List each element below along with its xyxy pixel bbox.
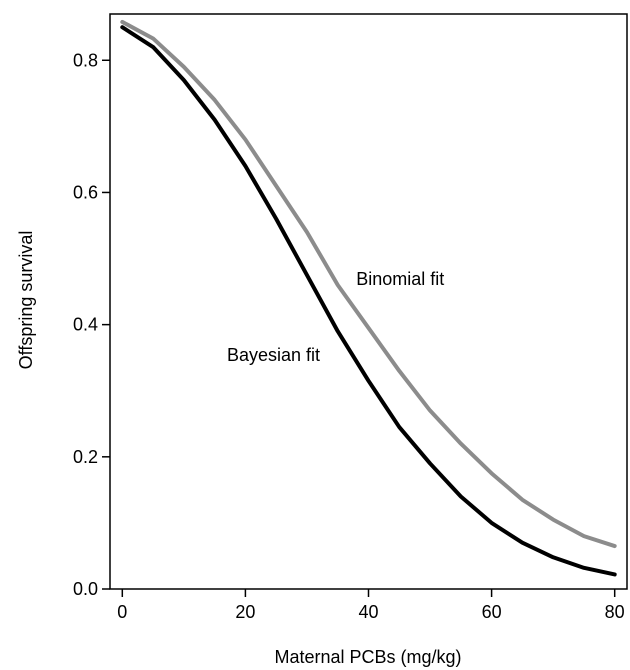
y-tick-label: 0.0: [73, 579, 98, 599]
y-tick-label: 0.6: [73, 182, 98, 202]
series-label-0: Binomial fit: [356, 269, 444, 289]
y-axis: 0.0 0.2 0.4 0.6 0.8: [73, 50, 110, 599]
plot-frame: [109, 13, 628, 590]
x-axis: 0 20 40 60 80: [117, 589, 625, 622]
x-tick-label: 60: [482, 602, 502, 622]
y-tick-label: 0.4: [73, 315, 98, 335]
series-layer: Binomial fit Bayesian fit: [120, 19, 617, 577]
y-tick-label: 0.2: [73, 447, 98, 467]
x-tick-label: 80: [605, 602, 625, 622]
y-axis-title: Offspring survival: [16, 231, 36, 370]
y-tick-label: 0.8: [73, 50, 98, 70]
x-axis-title: Maternal PCBs (mg/kg): [274, 647, 461, 667]
x-tick-label: 40: [358, 602, 378, 622]
series-line-1: [120, 25, 617, 577]
series-label-1: Bayesian fit: [227, 345, 320, 365]
x-tick-label: 0: [117, 602, 127, 622]
x-tick-label: 20: [235, 602, 255, 622]
series-line-0: [120, 19, 617, 549]
